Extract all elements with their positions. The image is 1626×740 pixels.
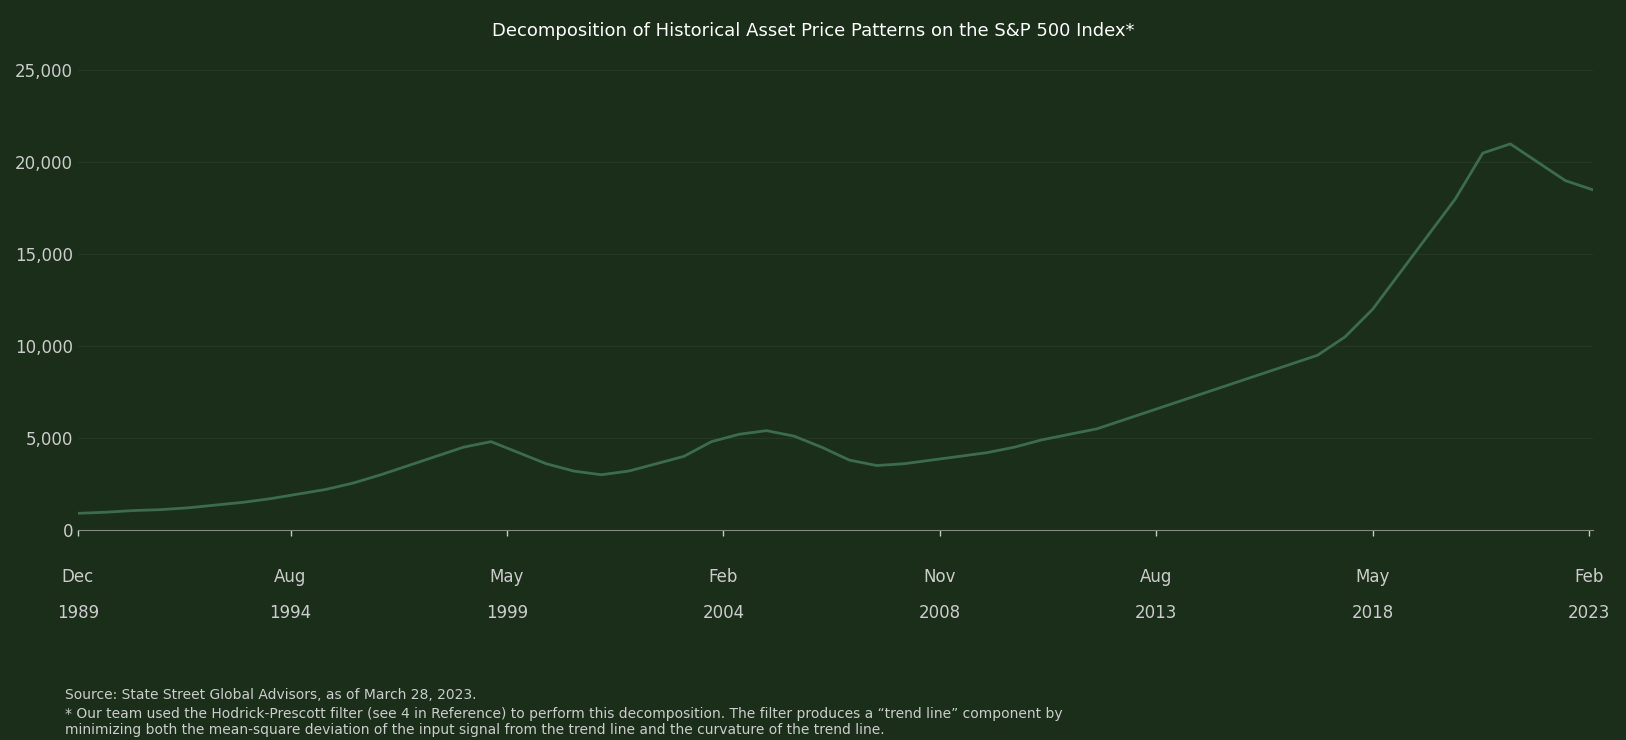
- Text: 2004: 2004: [702, 604, 745, 622]
- Text: Feb: Feb: [709, 568, 738, 586]
- Text: 2023: 2023: [1567, 604, 1610, 622]
- Text: * Our team used the Hodrick-Prescott filter (see 4 in Reference) to perform this: * Our team used the Hodrick-Prescott fil…: [65, 707, 1063, 737]
- Text: Aug: Aug: [275, 568, 307, 586]
- Text: Nov: Nov: [924, 568, 956, 586]
- Text: Decomposition of Historical Asset Price Patterns on the S&P 500 Index*: Decomposition of Historical Asset Price …: [491, 22, 1135, 40]
- Text: 2008: 2008: [919, 604, 961, 622]
- Text: 1994: 1994: [270, 604, 312, 622]
- Text: Source: State Street Global Advisors, as of March 28, 2023.: Source: State Street Global Advisors, as…: [65, 688, 476, 702]
- Text: Aug: Aug: [1140, 568, 1172, 586]
- Text: 2013: 2013: [1135, 604, 1177, 622]
- Text: Feb: Feb: [1574, 568, 1603, 586]
- Text: May: May: [489, 568, 524, 586]
- Text: 1999: 1999: [486, 604, 528, 622]
- Text: May: May: [1356, 568, 1390, 586]
- Text: 1989: 1989: [57, 604, 99, 622]
- Text: 2018: 2018: [1351, 604, 1393, 622]
- Text: Dec: Dec: [62, 568, 94, 586]
